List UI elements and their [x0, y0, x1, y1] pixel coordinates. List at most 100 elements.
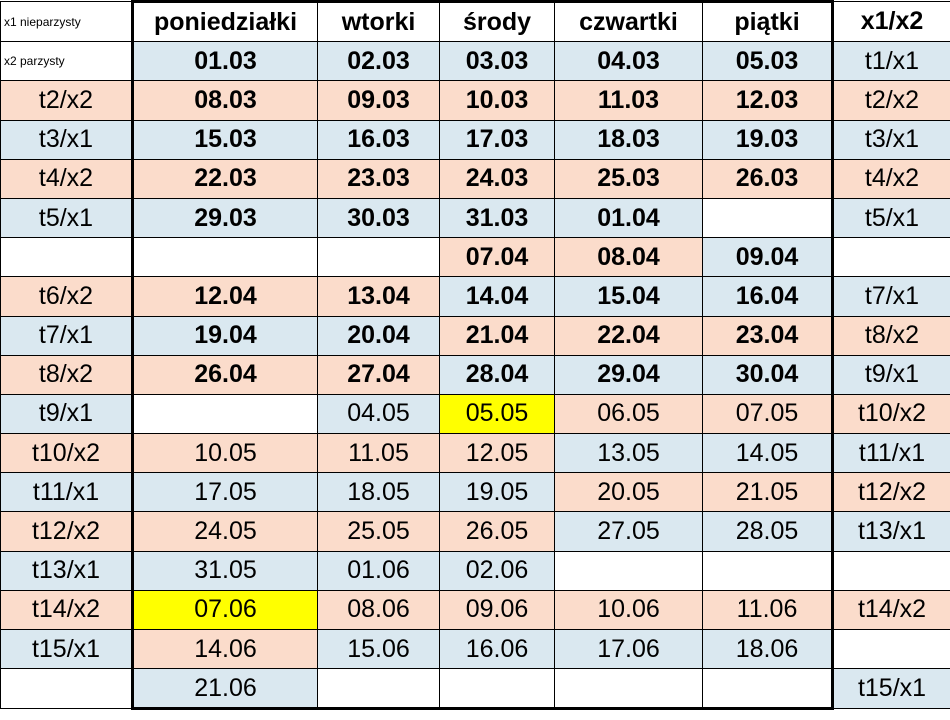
date-cell: 15.06 [317, 628, 440, 670]
table-row: t2/x2 08.03 09.03 10.03 11.03 12.03 t2/x2 [0, 80, 950, 121]
date-cell: 11.06 [702, 589, 834, 631]
week-label: t15/x1 [0, 628, 133, 670]
date-cell: 16.03 [317, 119, 440, 160]
date-cell: 02.06 [439, 550, 555, 591]
table-row: t7/x1 19.04 20.04 21.04 22.04 23.04 t8/x2 [0, 315, 950, 356]
date-cell: 09.04 [702, 237, 834, 278]
date-cell: 28.05 [702, 511, 834, 552]
week-parity-cell: t2/x2 [832, 80, 950, 121]
date-cell: 04.03 [554, 41, 703, 82]
date-cell: 07.06 [131, 589, 318, 631]
table-row: 21.06 t15/x1 [0, 668, 950, 711]
date-cell: 08.04 [554, 237, 703, 278]
week-parity-cell: t10/x2 [832, 393, 950, 435]
date-cell: 03.03 [439, 41, 555, 82]
date-cell: 24.05 [131, 511, 318, 552]
date-cell: 14.04 [439, 276, 555, 317]
date-cell: 09.06 [439, 589, 555, 631]
table-row: t9/x1 04.05 05.05 06.05 07.05 t10/x2 [0, 393, 950, 435]
header-thursday: czwartki [554, 0, 703, 43]
date-cell: 10.03 [439, 80, 555, 121]
week-parity-cell [832, 628, 950, 670]
week-label: t4/x2 [0, 158, 133, 199]
date-cell: 24.03 [439, 158, 555, 199]
header-monday: poniedziałki [131, 0, 318, 43]
legend-x2: x2 parzysty [0, 41, 133, 82]
date-cell: 26.05 [439, 511, 555, 552]
week-label: t6/x2 [0, 276, 133, 317]
week-parity-cell: t9/x1 [832, 354, 950, 395]
date-cell: 28.04 [439, 354, 555, 395]
week-label [0, 668, 133, 710]
date-cell: 16.04 [702, 276, 834, 317]
header-x1x2: x1/x2 [832, 0, 950, 43]
table-row: t4/x2 22.03 23.03 24.03 25.03 26.03 t4/x2 [0, 158, 950, 199]
table-row: t6/x2 12.04 13.04 14.04 15.04 16.04 t7/x1 [0, 276, 950, 317]
week-parity-cell: t4/x2 [832, 158, 950, 199]
week-label: t12/x2 [0, 511, 133, 552]
week-parity-cell: t1/x1 [832, 41, 950, 82]
date-cell: 29.04 [554, 354, 703, 395]
week-label: t14/x2 [0, 589, 133, 631]
date-cell: 31.05 [131, 550, 318, 591]
date-cell [317, 668, 440, 711]
date-cell: 22.04 [554, 315, 703, 356]
week-parity-cell [832, 550, 950, 591]
header-wednesday: środy [439, 0, 555, 43]
week-parity-cell: t8/x2 [832, 315, 950, 356]
week-parity-cell [832, 237, 950, 278]
header-row: x1 nieparzysty poniedziałki wtorki środy… [0, 0, 950, 43]
date-cell: 18.05 [317, 472, 440, 513]
date-cell: 17.05 [131, 472, 318, 513]
date-cell: 05.03 [702, 41, 834, 82]
date-cell: 21.05 [702, 472, 834, 513]
week-parity-cell: t7/x1 [832, 276, 950, 317]
date-cell: 15.04 [554, 276, 703, 317]
week-label: t9/x1 [0, 393, 133, 435]
date-cell [131, 393, 318, 435]
date-cell: 05.05 [439, 393, 555, 435]
header-tuesday: wtorki [317, 0, 440, 43]
date-cell: 13.05 [554, 433, 703, 474]
date-cell: 22.03 [131, 158, 318, 199]
date-cell: 17.03 [439, 119, 555, 160]
date-cell: 01.06 [317, 550, 440, 591]
date-cell: 21.06 [131, 668, 318, 711]
date-cell: 07.05 [702, 393, 834, 435]
date-cell: 17.06 [554, 628, 703, 670]
date-cell: 19.05 [439, 472, 555, 513]
table-row: 07.04 08.04 09.04 [0, 237, 950, 278]
date-cell: 12.05 [439, 433, 555, 474]
date-cell: 04.05 [317, 393, 440, 435]
table-row: t14/x2 07.06 08.06 09.06 10.06 11.06 t14/x2 [0, 589, 950, 631]
date-cell [439, 668, 555, 711]
date-cell: 21.04 [439, 315, 555, 356]
week-parity-cell: t3/x1 [832, 119, 950, 160]
date-cell: 10.06 [554, 589, 703, 631]
date-cell: 23.04 [702, 315, 834, 356]
table-row: t12/x2 24.05 25.05 26.05 27.05 28.05 t13/x1 [0, 511, 950, 552]
week-label: t7/x1 [0, 315, 133, 356]
week-label: t11/x1 [0, 472, 133, 513]
date-cell: 18.06 [702, 628, 834, 670]
date-cell: 06.05 [554, 393, 703, 435]
date-cell: 19.03 [702, 119, 834, 160]
table-row: t3/x1 15.03 16.03 17.03 18.03 19.03 t3/x1 [0, 119, 950, 160]
date-cell: 07.04 [439, 237, 555, 278]
week-label: t5/x1 [0, 197, 133, 239]
date-cell: 30.04 [702, 354, 834, 395]
table-row: t13/x1 31.05 01.06 02.06 [0, 550, 950, 591]
date-cell: 01.04 [554, 197, 703, 239]
date-cell: 23.03 [317, 158, 440, 199]
date-cell: 14.06 [131, 628, 318, 670]
week-parity-cell: t12/x2 [832, 472, 950, 513]
date-cell: 14.05 [702, 433, 834, 474]
date-cell: 25.05 [317, 511, 440, 552]
week-parity-cell: t13/x1 [832, 511, 950, 552]
date-cell: 20.05 [554, 472, 703, 513]
table-row: t15/x1 14.06 15.06 16.06 17.06 18.06 [0, 628, 950, 670]
legend-x1: x1 nieparzysty [0, 0, 133, 43]
date-cell [702, 550, 834, 591]
date-cell: 12.03 [702, 80, 834, 121]
